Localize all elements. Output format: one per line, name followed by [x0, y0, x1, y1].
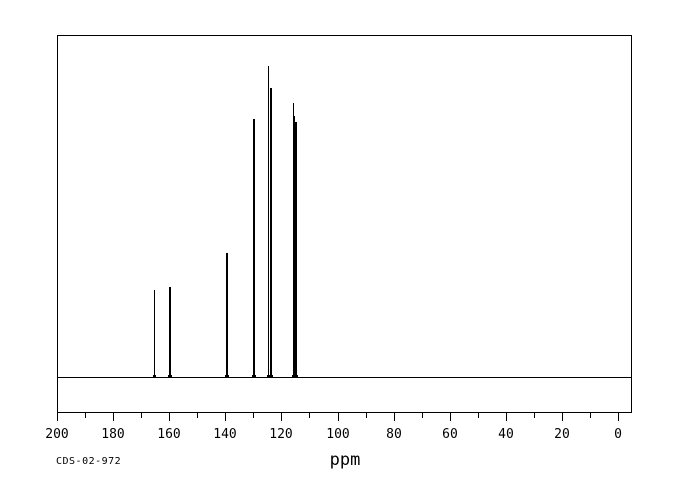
peak-line	[294, 116, 295, 377]
x-axis-tick-major	[169, 413, 170, 421]
x-axis-tick-major	[394, 413, 395, 421]
sample-id-label: CDS-02-972	[56, 456, 122, 467]
x-axis-tick-minor	[478, 413, 479, 418]
x-axis-tick-label: 80	[386, 427, 402, 442]
x-axis-tick-label: 20	[554, 427, 570, 442]
peak-line	[268, 66, 269, 377]
peak-line	[226, 253, 228, 377]
x-axis-tick-major	[506, 413, 507, 421]
x-axis-tick-minor	[366, 413, 367, 418]
x-axis-tick-major	[57, 413, 58, 421]
x-axis-tick-label: 180	[101, 427, 125, 442]
peak-line	[154, 290, 155, 377]
x-axis-tick-minor	[590, 413, 591, 418]
x-axis-tick-major	[281, 413, 282, 421]
x-axis-unit-label: ppm	[329, 450, 361, 470]
peak-foot	[269, 375, 273, 377]
spectrum-baseline	[57, 377, 632, 378]
peak-line	[169, 287, 171, 377]
x-axis-tick-major	[113, 413, 114, 421]
peak-line	[253, 119, 255, 377]
x-axis-tick-minor	[309, 413, 310, 418]
x-axis-tick-major	[618, 413, 619, 421]
peak-foot	[294, 375, 298, 377]
x-axis-tick-label: 40	[498, 427, 514, 442]
peak-foot	[153, 375, 156, 377]
x-axis-tick-minor	[85, 413, 86, 418]
x-axis-tick-label: 120	[269, 427, 293, 442]
x-axis-tick-major	[338, 413, 339, 421]
peak-line	[293, 103, 294, 377]
x-axis-tick-label: 0	[614, 427, 622, 442]
x-axis-tick-minor	[534, 413, 535, 418]
x-axis-tick-label: 160	[157, 427, 181, 442]
x-axis-tick-minor	[253, 413, 254, 418]
x-axis-tick-minor	[197, 413, 198, 418]
plot-frame	[57, 35, 632, 413]
x-axis-tick-label: 140	[213, 427, 237, 442]
x-axis-tick-label: 100	[326, 427, 350, 442]
x-axis-tick-label: 60	[442, 427, 458, 442]
x-axis-tick-minor	[141, 413, 142, 418]
x-axis-tick-major	[450, 413, 451, 421]
peak-foot	[225, 375, 229, 377]
peak-line	[295, 122, 297, 377]
peak-foot	[267, 375, 270, 377]
peak-foot	[168, 375, 172, 377]
x-axis-tick-label: 200	[45, 427, 69, 442]
x-axis-tick-minor	[422, 413, 423, 418]
x-axis-tick-major	[562, 413, 563, 421]
peak-foot	[252, 375, 256, 377]
peak-line	[270, 88, 272, 377]
x-axis-tick-major	[225, 413, 226, 421]
